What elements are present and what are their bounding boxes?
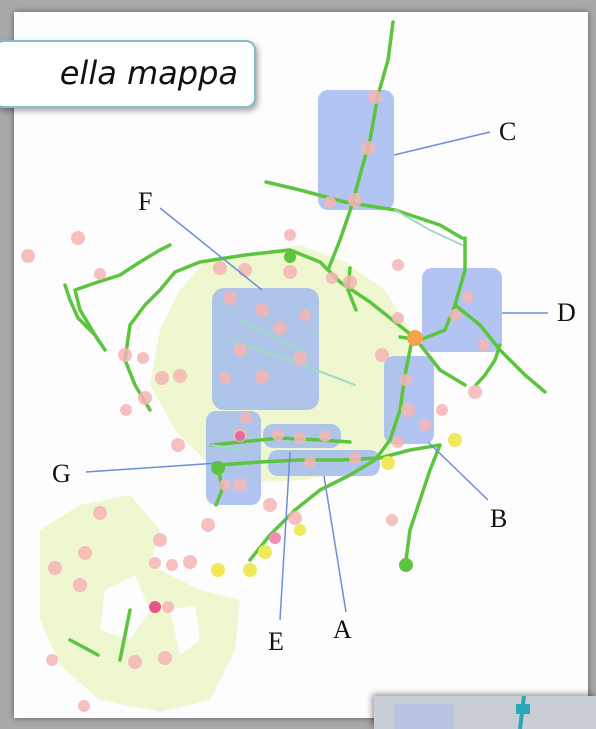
map-canvas [21,20,548,712]
leader-C [393,131,491,156]
leader-E [279,451,291,621]
map-frame: C D F B G E A [14,12,588,718]
route-lines-light [211,209,463,451]
leader-A [323,475,347,613]
box-G [206,411,261,505]
route-lines [63,20,547,662]
callout-label-F: F [138,187,153,216]
callout-label-E: E [268,627,284,656]
stop-dots-accent [149,251,462,613]
district-gaps [100,575,200,655]
leader-F [159,207,263,291]
callout-label-B: B [490,504,508,533]
leader-G [85,462,219,473]
leader-lines [85,131,548,621]
page-title: ella mappa [59,54,238,92]
callout-label-D: D [557,298,576,327]
inset-map [374,696,596,729]
callout-label-G: G [52,459,71,488]
title-box: ella mappa [0,40,256,108]
callout-label-A: A [333,615,352,644]
callout-label-C: C [499,117,517,146]
leader-B [427,441,489,501]
box-E-lower [268,450,380,476]
box-F [212,288,319,410]
inset-thumbnail [374,696,596,729]
stop-dots [21,90,490,712]
